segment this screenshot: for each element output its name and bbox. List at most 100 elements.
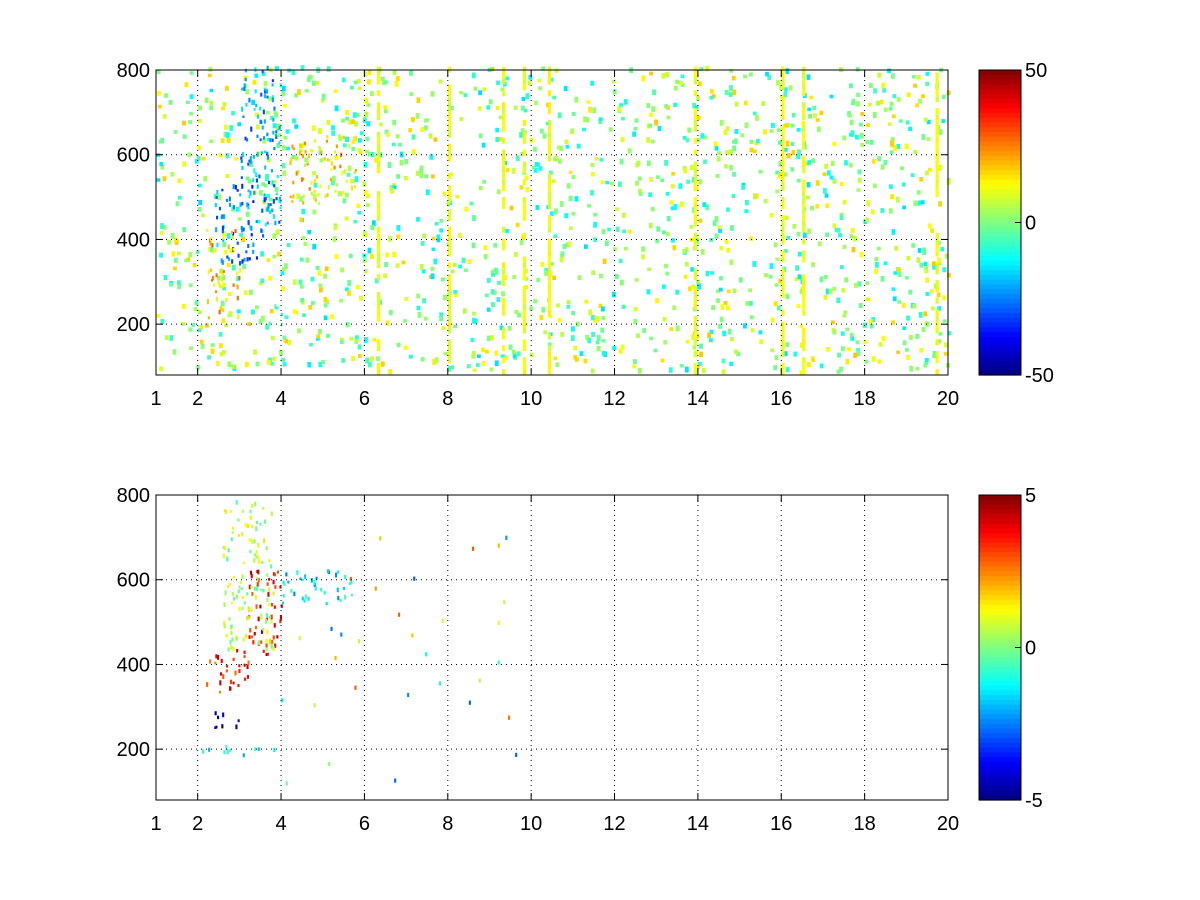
heatmap-cell bbox=[266, 157, 271, 163]
heatmap-region-cell bbox=[209, 241, 212, 246]
heatmap-region-cell bbox=[209, 237, 212, 242]
heatmap-region-cell bbox=[237, 719, 240, 723]
heatmap-cell bbox=[464, 206, 469, 212]
heatmap-region-cell bbox=[339, 598, 342, 602]
colorbar-swatch bbox=[979, 117, 1021, 124]
heatmap-region-cell bbox=[263, 538, 266, 544]
heatmap-streak-cell bbox=[502, 280, 506, 286]
heatmap-region-cell bbox=[270, 564, 273, 569]
heatmap-cell bbox=[164, 93, 168, 98]
heatmap-cell bbox=[228, 311, 233, 317]
colorbar-swatch bbox=[979, 232, 1021, 238]
heatmap-cell bbox=[363, 233, 368, 238]
heatmap-region-cell bbox=[280, 313, 283, 317]
heatmap-cell bbox=[391, 142, 396, 147]
heatmap-region-cell bbox=[241, 259, 244, 264]
heatmap-cell bbox=[396, 225, 401, 231]
heatmap-cell bbox=[618, 181, 622, 187]
heatmap-cell bbox=[367, 79, 371, 85]
heatmap-cell bbox=[416, 97, 421, 104]
heatmap-cell bbox=[491, 273, 495, 277]
heatmap-cell bbox=[909, 365, 914, 372]
heatmap-region-cell bbox=[293, 591, 296, 597]
heatmap-region-cell bbox=[240, 587, 243, 590]
heatmap-cell bbox=[595, 316, 600, 322]
heatmap-region-cell bbox=[337, 595, 340, 601]
heatmap-cell bbox=[615, 226, 620, 232]
heatmap-cell bbox=[568, 195, 573, 202]
heatmap-cell bbox=[869, 82, 873, 89]
heatmap-cell bbox=[277, 133, 282, 138]
heatmap-cell bbox=[679, 81, 683, 86]
heatmap-streak-cell bbox=[447, 120, 452, 126]
heatmap-cell bbox=[768, 274, 773, 279]
heatmap-cell bbox=[379, 122, 383, 127]
heatmap-cell bbox=[472, 215, 476, 221]
heatmap-streak-cell bbox=[547, 108, 552, 114]
heatmap-cell bbox=[197, 145, 202, 151]
heatmap-streak-cell bbox=[376, 214, 381, 221]
heatmap-cell bbox=[946, 90, 951, 94]
heatmap-cell bbox=[167, 239, 171, 245]
colorbar-swatch bbox=[979, 585, 1021, 591]
heatmap-cell bbox=[855, 134, 859, 140]
heatmap-cell bbox=[471, 353, 476, 359]
heatmap-region-cell bbox=[236, 241, 239, 245]
heatmap-cell bbox=[520, 105, 525, 111]
heatmap-streak-cell bbox=[447, 102, 452, 109]
heatmap-cell bbox=[209, 105, 213, 111]
heatmap-cell bbox=[293, 279, 297, 285]
heatmap-streak-cell bbox=[502, 108, 506, 114]
heatmap-cell bbox=[691, 284, 696, 289]
heatmap-region-cell bbox=[238, 585, 241, 589]
heatmap-cell bbox=[369, 91, 374, 97]
heatmap-streak-cell bbox=[935, 179, 939, 186]
heatmap-cell bbox=[184, 258, 189, 263]
heatmap-cell bbox=[395, 134, 400, 139]
x-tick-label: 20 bbox=[937, 813, 959, 835]
heatmap-region-cell bbox=[230, 537, 233, 542]
heatmap-region-cell bbox=[270, 511, 273, 517]
heatmap-cell bbox=[769, 263, 774, 270]
heatmap-cell bbox=[865, 139, 870, 144]
heatmap-region-cell bbox=[243, 601, 246, 605]
heatmap-cell bbox=[875, 262, 879, 268]
heatmap-region-cell bbox=[260, 151, 263, 155]
heatmap-streak-cell bbox=[693, 244, 697, 251]
heatmap-cell bbox=[441, 618, 444, 623]
heatmap-streak-cell bbox=[781, 137, 785, 144]
heatmap-cell bbox=[817, 241, 822, 247]
heatmap-cell bbox=[890, 194, 894, 199]
heatmap-streak-cell bbox=[502, 137, 506, 144]
heatmap-region-cell bbox=[266, 652, 269, 656]
heatmap-cell bbox=[718, 323, 722, 329]
heatmap-cell bbox=[703, 159, 707, 164]
y-tick-label: 800 bbox=[117, 60, 150, 82]
heatmap-streak-cell bbox=[447, 321, 452, 328]
heatmap-streak-cell bbox=[802, 108, 806, 114]
heatmap-cell bbox=[364, 337, 368, 343]
heatmap-cell bbox=[411, 134, 416, 140]
heatmap-streak-cell bbox=[502, 297, 506, 304]
heatmap-cell bbox=[799, 342, 804, 348]
heatmap-cell bbox=[620, 279, 624, 286]
heatmap-region-cell bbox=[246, 202, 249, 208]
heatmap-cell bbox=[274, 187, 279, 192]
heatmap-streak-cell bbox=[935, 321, 939, 328]
heatmap-cell bbox=[441, 326, 446, 331]
heatmap-cell bbox=[395, 263, 400, 268]
heatmap-region-cell bbox=[309, 149, 312, 153]
heatmap-cell bbox=[425, 189, 430, 196]
heatmap-cell bbox=[342, 198, 347, 204]
colorbar-swatch bbox=[979, 561, 1021, 568]
heatmap-region-cell bbox=[285, 573, 288, 577]
heatmap-streak-cell bbox=[802, 214, 806, 221]
heatmap-region-cell bbox=[225, 634, 228, 638]
heatmap-cell bbox=[897, 267, 901, 273]
heatmap-region-cell bbox=[255, 103, 258, 108]
heatmap-cell bbox=[703, 135, 708, 140]
heatmap-cell bbox=[272, 356, 277, 361]
heatmap-region-cell bbox=[335, 144, 338, 149]
heatmap-streak-cell bbox=[547, 351, 552, 358]
heatmap-cell bbox=[925, 358, 929, 362]
